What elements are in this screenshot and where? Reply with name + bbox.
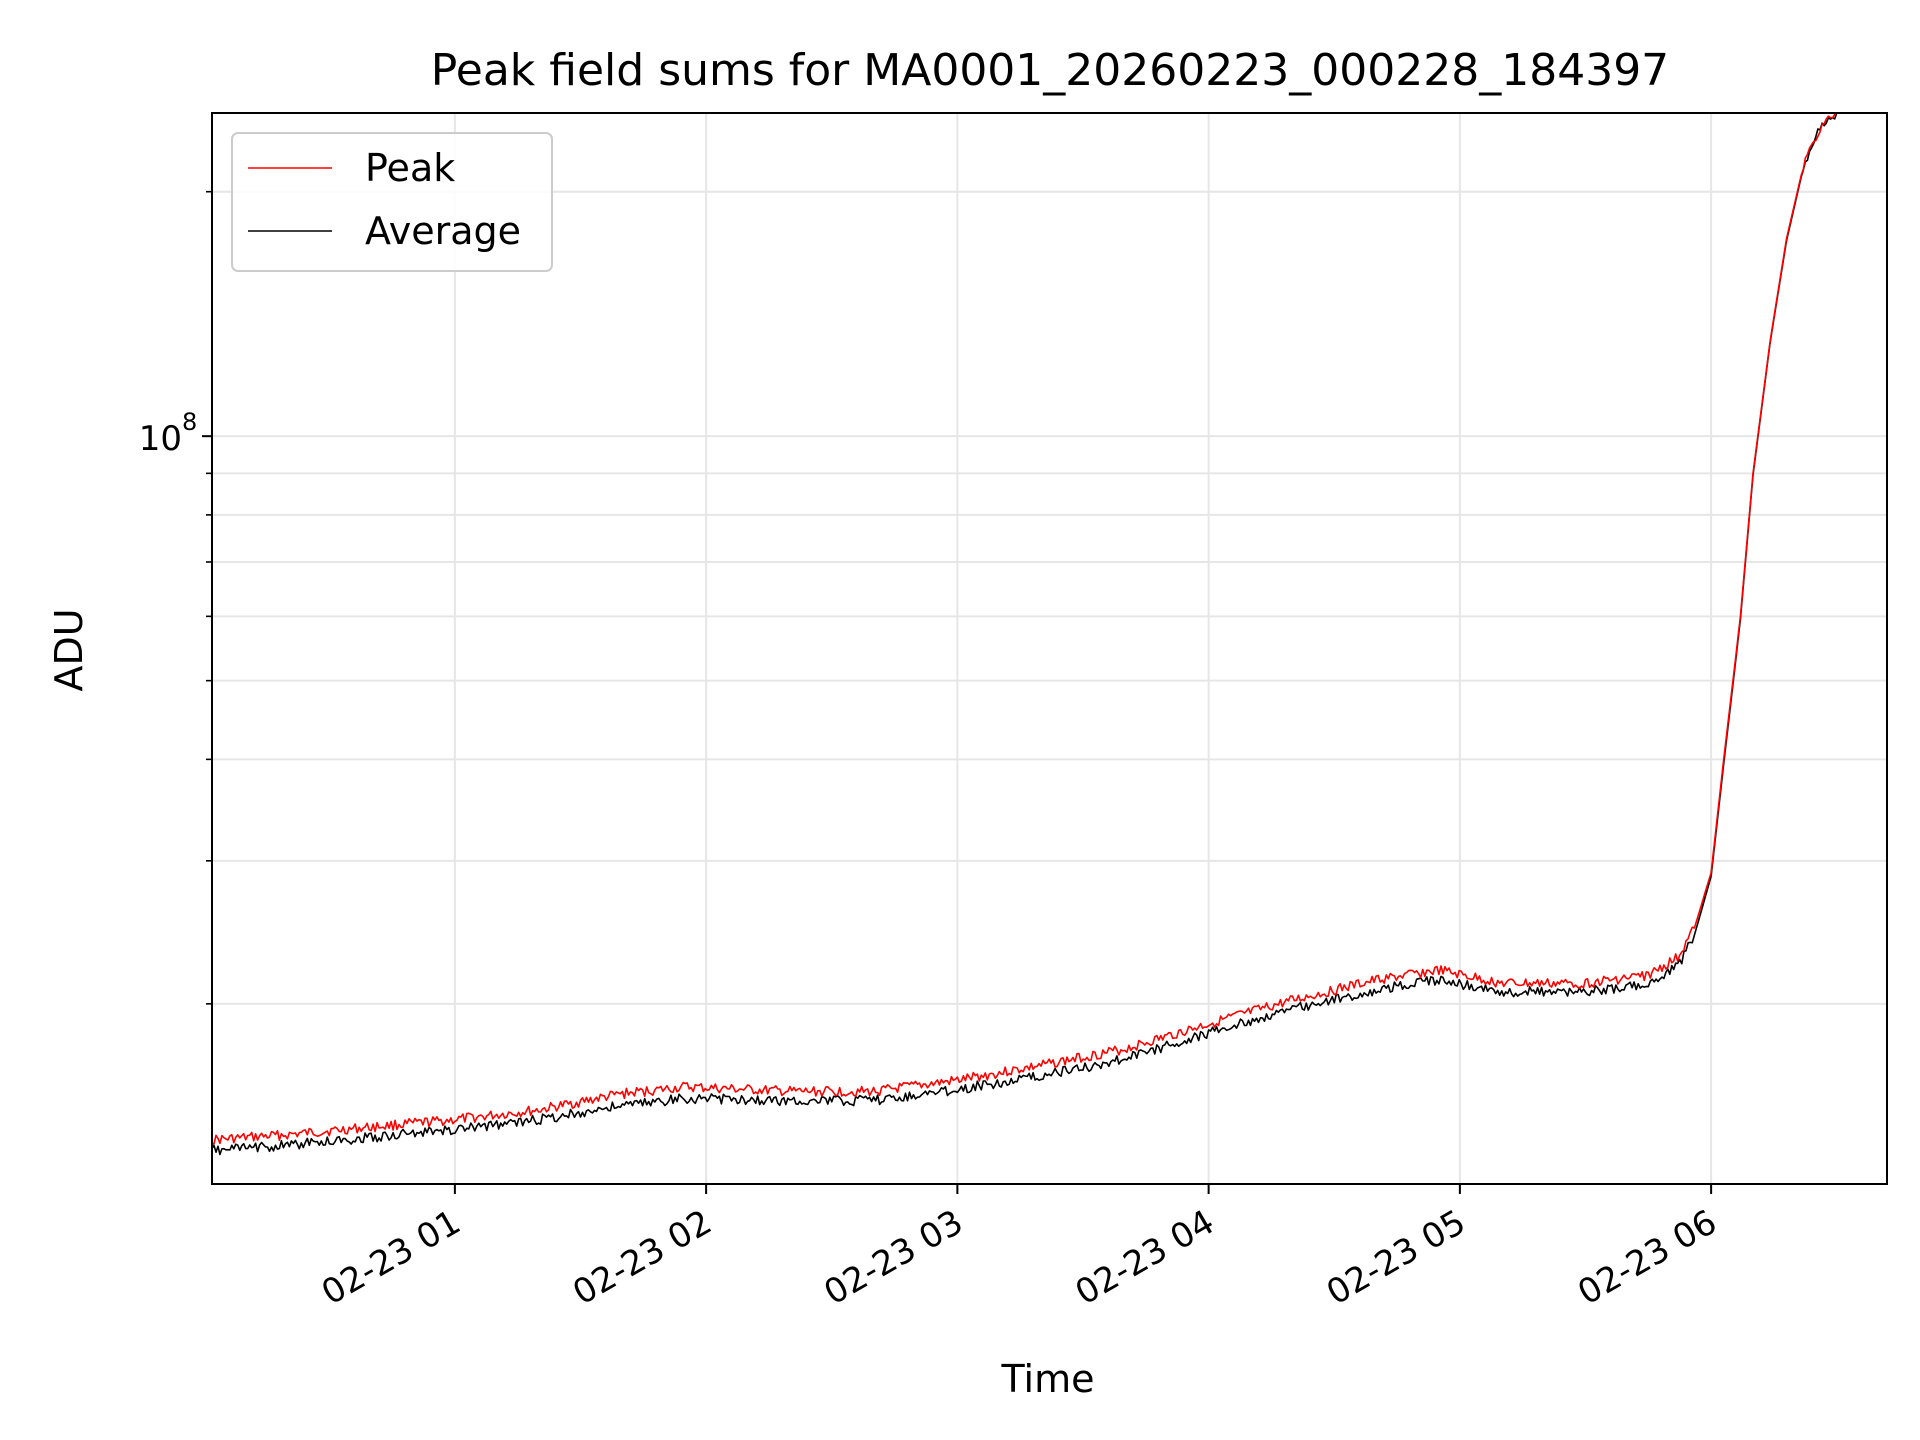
legend: Peak Average — [231, 132, 553, 272]
chart-title: Peak field sums for MA0001_20260223_0002… — [431, 45, 1669, 96]
series-layer — [211, 112, 1838, 1156]
y-tick-label-exponent: 8 — [182, 408, 197, 436]
x-axis-label: Time — [1001, 1357, 1095, 1401]
y-axis-label: ADU — [47, 608, 91, 691]
legend-label-peak: Peak — [365, 146, 455, 190]
series-line-average — [211, 112, 1838, 1156]
series-line-peak — [211, 112, 1838, 1145]
y-tick-label: 10 — [139, 419, 182, 459]
grid — [212, 113, 1887, 1184]
plot-frame — [211, 112, 1888, 1185]
legend-label-average: Average — [365, 209, 521, 253]
